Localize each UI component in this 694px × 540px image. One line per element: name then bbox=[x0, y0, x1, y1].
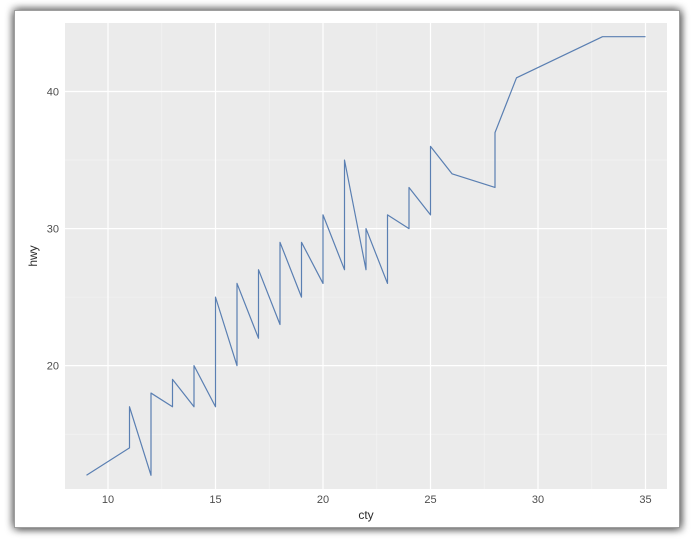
x-tick-label: 20 bbox=[317, 494, 329, 506]
x-tick-label: 30 bbox=[532, 494, 544, 506]
x-tick-label: 25 bbox=[424, 494, 436, 506]
chart-container: 10 15 20 25 30 35 20 30 40 cty hwy bbox=[0, 0, 694, 540]
y-tick-label: 20 bbox=[47, 361, 59, 373]
x-tick-label: 35 bbox=[639, 494, 651, 506]
line-chart: 10 15 20 25 30 35 20 30 40 cty hwy bbox=[15, 11, 681, 529]
x-tick-label: 15 bbox=[209, 494, 221, 506]
chart-frame: 10 15 20 25 30 35 20 30 40 cty hwy bbox=[14, 10, 680, 528]
x-axis-title: cty bbox=[358, 508, 373, 522]
x-tick-label: 10 bbox=[102, 494, 114, 506]
y-axis-title: hwy bbox=[26, 245, 40, 266]
y-tick-label: 30 bbox=[47, 224, 59, 236]
y-tick-label: 40 bbox=[47, 87, 59, 99]
